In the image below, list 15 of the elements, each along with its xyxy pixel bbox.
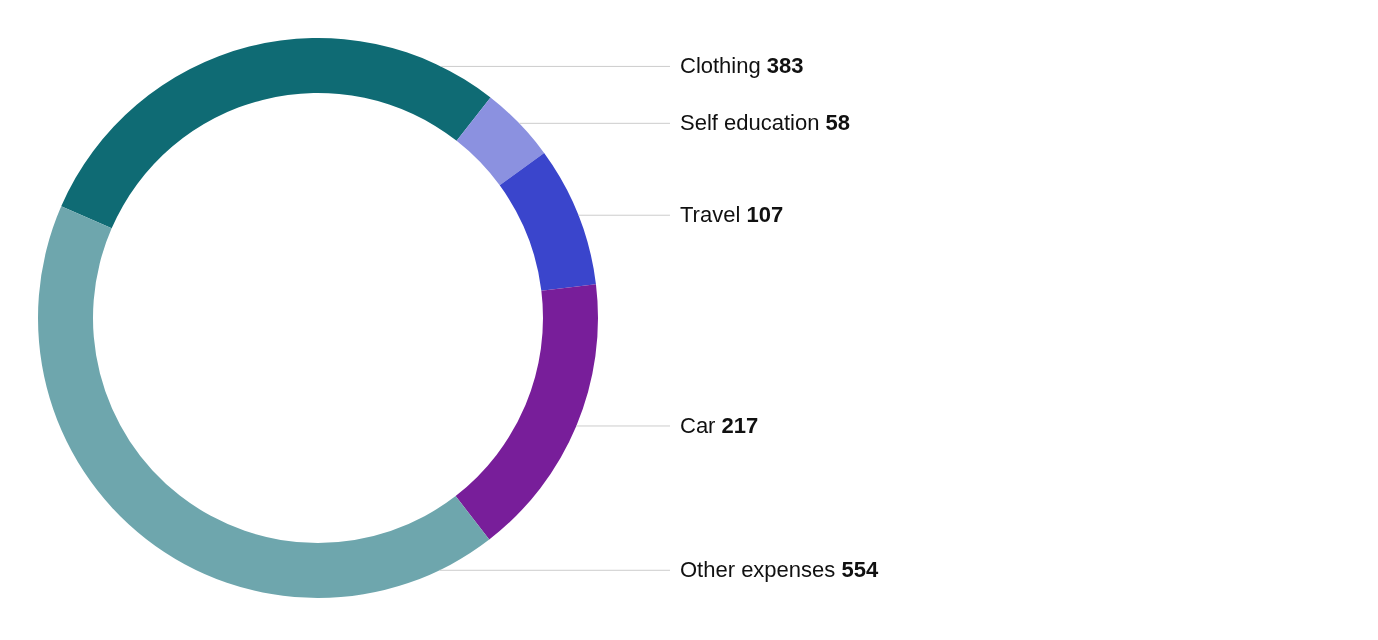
slice-label: Clothing (680, 53, 761, 79)
donut-slice (38, 206, 490, 598)
donut-slice (455, 284, 598, 540)
data-label: 554 (841, 557, 879, 583)
donut-slice (499, 152, 596, 291)
slice-label: Car (680, 412, 716, 438)
slice-label: Other expenses (680, 557, 836, 583)
slice-label: Self education (680, 110, 820, 136)
data-label: 107 (746, 202, 784, 228)
data-label: 217 (721, 412, 759, 438)
data-label: 58 (825, 110, 851, 136)
slice-label: Travel (680, 202, 741, 228)
data-label: 383 (766, 53, 804, 79)
donut-slice (456, 97, 545, 186)
donut-slice (61, 38, 491, 229)
